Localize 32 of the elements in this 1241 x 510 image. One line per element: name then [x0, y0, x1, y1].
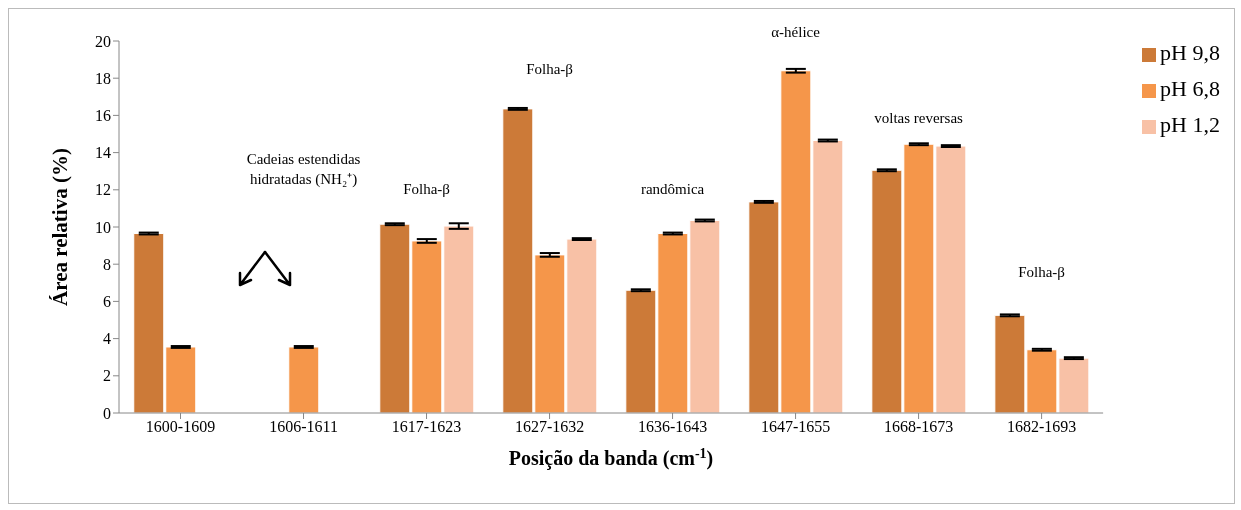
- annotation: Folha-β: [526, 61, 573, 78]
- x-tick-label: 1636-1643: [637, 418, 708, 436]
- y-tick-label: 2: [103, 367, 111, 385]
- legend-label: pH 6,8: [1160, 76, 1220, 101]
- annotation: voltas reversas: [874, 109, 964, 126]
- legend-label: pH 1,2: [1160, 112, 1220, 137]
- y-tick-label: 8: [103, 255, 111, 273]
- x-tick-label: 1668-1673: [883, 418, 954, 436]
- text: α-hélice: [771, 24, 821, 41]
- y-tick-label: 0: [103, 404, 111, 422]
- x-tick-label: 1682-1693: [1006, 418, 1077, 436]
- annotation: Cadeias estendidas hidratadas (NH₂⁺): [246, 151, 361, 189]
- legend-label: pH 9,8: [1160, 40, 1220, 65]
- y-tick-label: 16: [95, 107, 111, 125]
- x-tick-label: 1600-1609: [145, 418, 216, 436]
- annotation: Folha-β: [403, 180, 450, 197]
- x-axis-title: Posição da banda (cm$^{-1}$): [508, 445, 714, 470]
- x-tick-label: 1647-1655: [760, 418, 831, 436]
- y-tick-label: 14: [95, 144, 111, 162]
- y-tick-label: 20: [95, 32, 111, 50]
- x-tick-label: 1606-1611: [269, 418, 338, 436]
- y-tick-label: 6: [103, 293, 111, 311]
- x-tick-label: 1617-1623: [391, 418, 462, 436]
- annotation: randômica: [640, 180, 705, 197]
- y-tick-label: 4: [103, 330, 111, 348]
- bar: [288, 346, 320, 413]
- y-tick-label: 12: [95, 181, 111, 199]
- y-tick-label: 18: [95, 69, 111, 87]
- x-tick-label: 1627-1632: [514, 418, 585, 436]
- y-axis-title: Área relativa (%): [48, 148, 72, 306]
- annotation: Folha-β: [1018, 264, 1065, 281]
- y-tick-label: 10: [95, 218, 111, 236]
